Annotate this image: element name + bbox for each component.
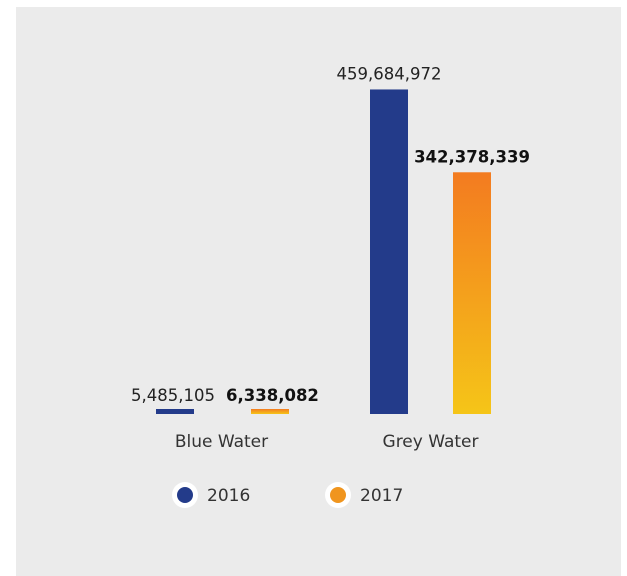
legend-label-2016: 2016 [207, 486, 250, 506]
category-label-grey-water: Grey Water [383, 432, 479, 452]
value-label-grey-water-2016: 459,684,972 [337, 64, 442, 83]
bar-blue-water-2017 [251, 409, 289, 414]
bar-grey-water-2016 [370, 89, 408, 415]
value-label-grey-water-2017: 342,378,339 [414, 147, 530, 166]
legend-label-2017: 2017 [360, 486, 403, 506]
category-label-blue-water: Blue Water [175, 432, 268, 452]
chart-panel [16, 7, 621, 576]
value-label-blue-water-2017: 6,338,082 [226, 386, 319, 405]
legend-marker-2016 [177, 487, 193, 503]
legend-marker-2017 [330, 487, 346, 503]
value-label-blue-water-2016: 5,485,105 [131, 386, 215, 405]
bar-blue-water-2016 [156, 409, 194, 414]
bar-grey-water-2017 [453, 172, 491, 414]
